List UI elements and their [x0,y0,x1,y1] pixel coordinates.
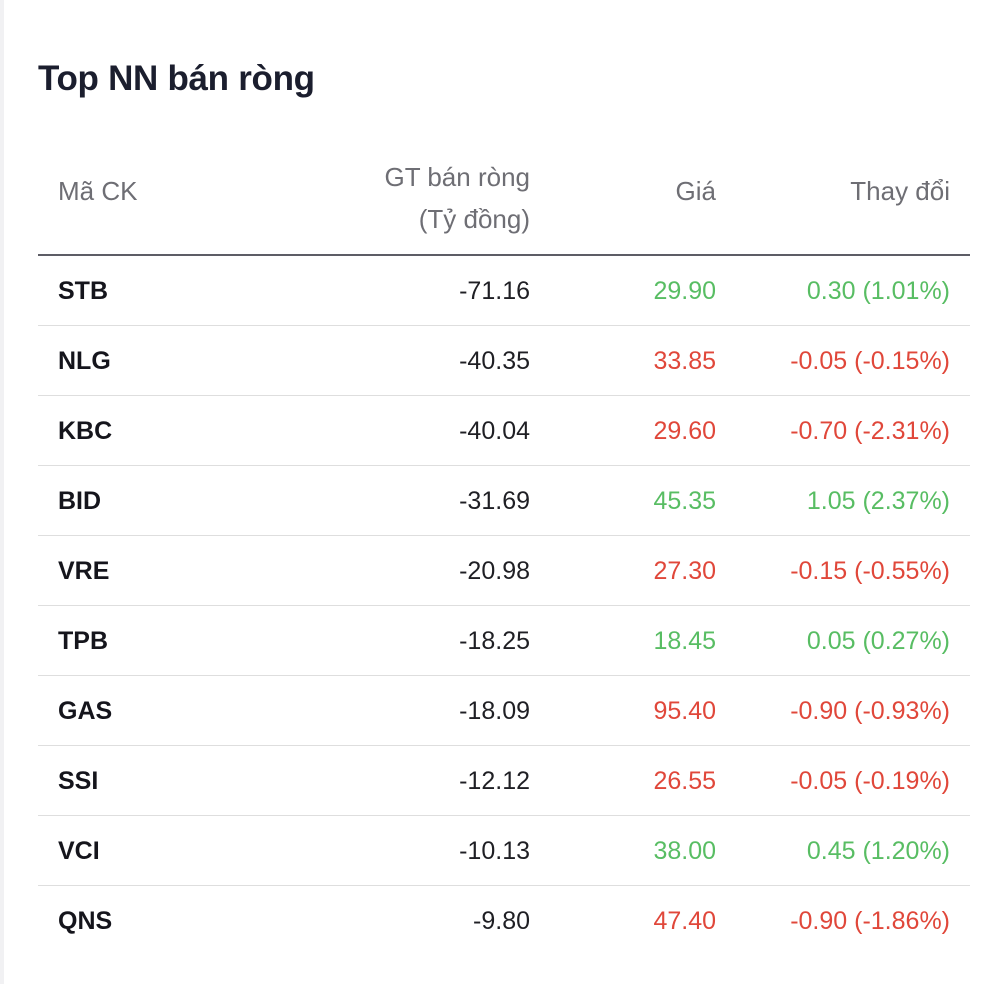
price-change: -0.70 (-2.31%) [790,417,950,445]
table-row[interactable]: KBC -40.04 29.60 -0.70 (-2.31%) [38,396,970,466]
stock-code[interactable]: GAS [58,697,113,725]
stock-code[interactable]: BID [58,487,102,515]
column-header-net-sell-value-unit: (Tỷ đồng) [418,204,530,234]
table-row[interactable]: GAS -18.09 95.40 -0.90 (-0.93%) [38,676,970,746]
net-sell-value: -18.25 [459,627,530,655]
net-sell-value: -18.09 [459,697,530,725]
table-row[interactable]: VCI -10.13 38.00 0.45 (1.20%) [38,816,970,886]
column-header-net-sell-value-line1: GT bán ròng [384,162,530,192]
price: 95.40 [653,697,716,725]
table-row[interactable]: SSI -12.12 26.55 -0.05 (-0.19%) [38,746,970,816]
price: 26.55 [653,767,716,795]
net-sell-table: Mã CK GT bán ròng (Tỷ đồng) Giá Thay đổi… [38,136,970,955]
table-body: STB -71.16 29.90 0.30 (1.01%) NLG -40.35… [38,256,970,955]
price: 29.60 [653,417,716,445]
left-panel-edge [0,0,4,984]
stock-code[interactable]: QNS [58,907,113,935]
table-row[interactable]: VRE -20.98 27.30 -0.15 (-0.55%) [38,536,970,606]
table-row[interactable]: STB -71.16 29.90 0.30 (1.01%) [38,256,970,326]
stock-code[interactable]: VCI [58,837,100,865]
column-header-code: Mã CK [58,176,138,206]
price: 18.45 [653,627,716,655]
column-header-net-sell-value: GT bán ròng (Tỷ đồng) [384,156,530,240]
stock-code[interactable]: SSI [58,767,99,795]
column-header-price: Giá [675,176,716,206]
price: 27.30 [653,557,716,585]
net-sell-value: -9.80 [473,907,530,935]
stock-code[interactable]: NLG [58,347,111,375]
price-change: 0.45 (1.20%) [806,837,950,865]
price: 47.40 [653,907,716,935]
net-sell-value: -10.13 [459,837,530,865]
stock-code[interactable]: TPB [58,627,108,655]
table-row[interactable]: QNS -9.80 47.40 -0.90 (-1.86%) [38,886,970,955]
card-title: Top NN bán ròng [38,59,315,98]
net-sell-value: -71.16 [459,277,530,305]
price: 38.00 [653,837,716,865]
table-row[interactable]: NLG -40.35 33.85 -0.05 (-0.15%) [38,326,970,396]
price: 33.85 [653,347,716,375]
stock-code[interactable]: KBC [58,417,113,445]
price-change: 0.30 (1.01%) [806,277,950,305]
price: 29.90 [653,277,716,305]
stock-code[interactable]: STB [58,277,108,305]
table-row[interactable]: TPB -18.25 18.45 0.05 (0.27%) [38,606,970,676]
column-header-change: Thay đổi [850,176,950,206]
net-sell-value: -40.35 [459,347,530,375]
price-change: -0.05 (-0.19%) [790,767,950,795]
table-header: Mã CK GT bán ròng (Tỷ đồng) Giá Thay đổi [38,136,970,256]
stock-code[interactable]: VRE [58,557,110,585]
net-sell-value: -31.69 [459,487,530,515]
price-change: -0.90 (-1.86%) [790,907,950,935]
price-change: -0.15 (-0.55%) [790,557,950,585]
table-row[interactable]: BID -31.69 45.35 1.05 (2.37%) [38,466,970,536]
price-change: 1.05 (2.37%) [806,487,950,515]
price: 45.35 [653,487,716,515]
net-sell-value: -20.98 [459,557,530,585]
net-sell-value: -40.04 [459,417,530,445]
net-sell-value: -12.12 [459,767,530,795]
price-change: -0.05 (-0.15%) [790,347,950,375]
price-change: 0.05 (0.27%) [806,627,950,655]
price-change: -0.90 (-0.93%) [790,697,950,725]
